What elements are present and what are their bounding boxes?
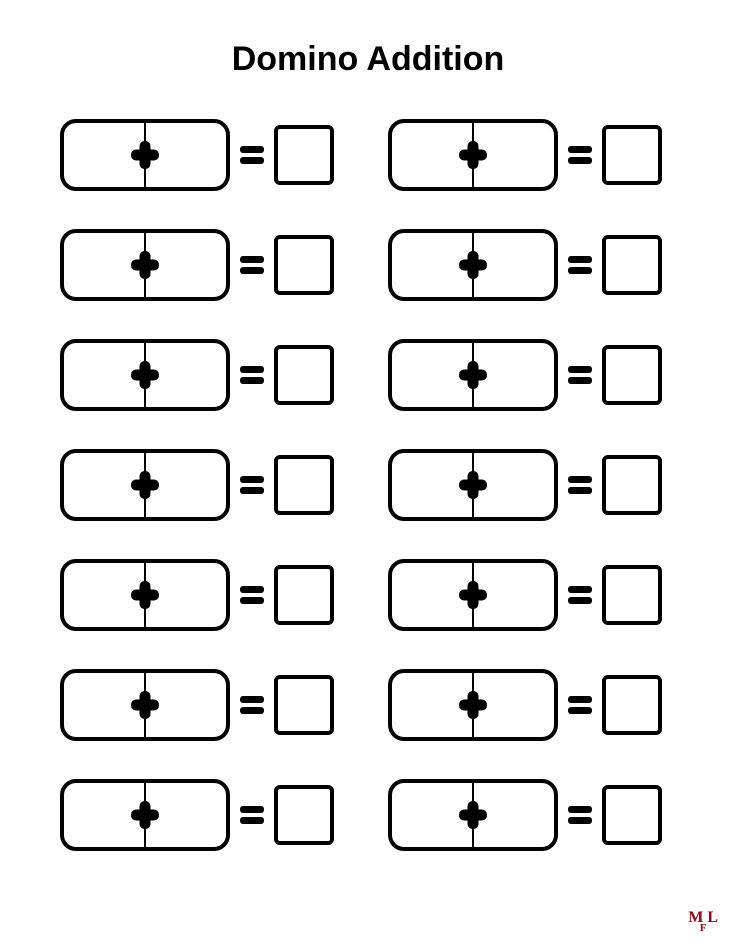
domino[interactable] (388, 229, 558, 301)
domino[interactable] (388, 669, 558, 741)
problem (60, 669, 348, 741)
domino[interactable] (60, 559, 230, 631)
answer-box[interactable] (602, 565, 662, 625)
plus-icon (131, 251, 159, 279)
plus-icon (131, 471, 159, 499)
problem (388, 119, 676, 191)
equals-icon (568, 473, 592, 497)
equals-icon (240, 583, 264, 607)
plus-icon (459, 141, 487, 169)
plus-icon (459, 801, 487, 829)
answer-box[interactable] (274, 565, 334, 625)
problem (60, 119, 348, 191)
equals-icon (568, 583, 592, 607)
plus-icon (459, 691, 487, 719)
equals-icon (568, 253, 592, 277)
domino[interactable] (60, 669, 230, 741)
domino[interactable] (388, 449, 558, 521)
equals-icon (240, 143, 264, 167)
plus-icon (131, 691, 159, 719)
answer-box[interactable] (274, 675, 334, 735)
domino[interactable] (60, 229, 230, 301)
problem (60, 559, 348, 631)
plus-icon (131, 141, 159, 169)
answer-box[interactable] (274, 455, 334, 515)
answer-box[interactable] (274, 235, 334, 295)
problem (388, 339, 676, 411)
plus-icon (459, 471, 487, 499)
equals-icon (568, 143, 592, 167)
plus-icon (131, 801, 159, 829)
plus-icon (459, 251, 487, 279)
domino[interactable] (60, 449, 230, 521)
problem (60, 449, 348, 521)
equals-icon (240, 803, 264, 827)
plus-icon (131, 581, 159, 609)
equals-icon (240, 253, 264, 277)
answer-box[interactable] (274, 125, 334, 185)
equals-icon (240, 473, 264, 497)
problem (60, 229, 348, 301)
brand-logo: M L F (688, 912, 718, 934)
problem (388, 449, 676, 521)
equals-icon (568, 803, 592, 827)
answer-box[interactable] (602, 235, 662, 295)
domino[interactable] (60, 779, 230, 851)
answer-box[interactable] (602, 125, 662, 185)
answer-box[interactable] (602, 455, 662, 515)
domino[interactable] (60, 339, 230, 411)
answer-box[interactable] (274, 785, 334, 845)
worksheet-page: Domino Addition (0, 0, 736, 891)
page-title: Domino Addition (50, 40, 686, 79)
problem (388, 779, 676, 851)
logo-line-2: F (688, 923, 718, 934)
problem (60, 339, 348, 411)
equals-icon (240, 693, 264, 717)
problem-grid (50, 119, 686, 851)
answer-box[interactable] (602, 345, 662, 405)
problem (60, 779, 348, 851)
answer-box[interactable] (274, 345, 334, 405)
domino[interactable] (388, 339, 558, 411)
plus-icon (131, 361, 159, 389)
equals-icon (240, 363, 264, 387)
domino[interactable] (388, 559, 558, 631)
domino[interactable] (60, 119, 230, 191)
equals-icon (568, 363, 592, 387)
domino[interactable] (388, 779, 558, 851)
problem (388, 559, 676, 631)
equals-icon (568, 693, 592, 717)
plus-icon (459, 581, 487, 609)
problem (388, 669, 676, 741)
plus-icon (459, 361, 487, 389)
answer-box[interactable] (602, 675, 662, 735)
domino[interactable] (388, 119, 558, 191)
problem (388, 229, 676, 301)
answer-box[interactable] (602, 785, 662, 845)
